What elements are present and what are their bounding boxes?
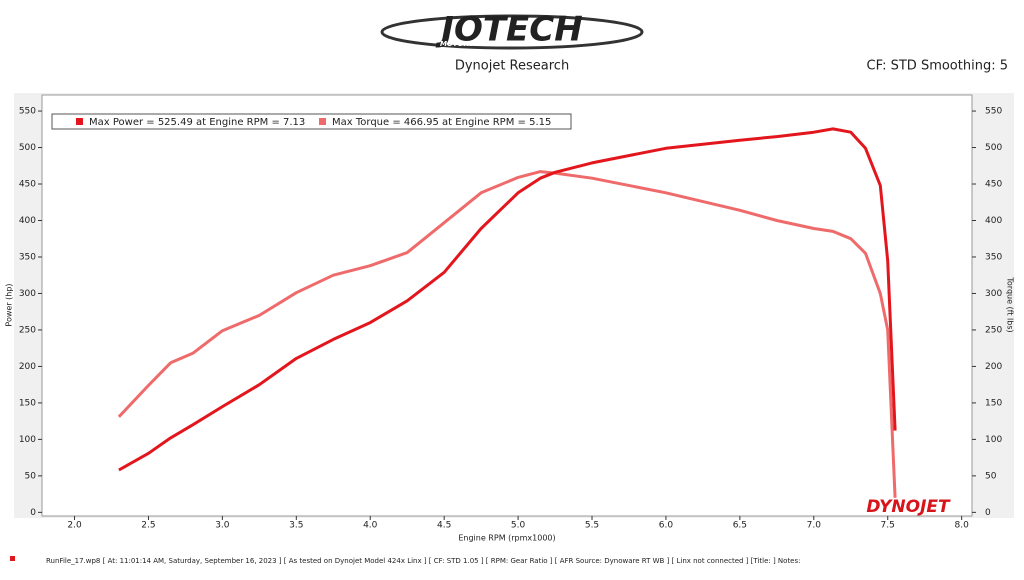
legend-label: Max Power = 525.49 at Engine RPM = 7.13 [89,117,305,128]
legend-swatch [76,118,83,125]
y-tick-label: 300 [19,289,36,299]
x-tick-label: 7.5 [881,521,895,531]
y2-tick-label: 350 [985,252,1002,262]
y2-tick-label: 550 [985,107,1002,117]
x-tick-label: 5.5 [585,521,599,531]
y2-tick-label: 300 [985,289,1002,299]
footer-marker [10,556,15,561]
y-tick-label: 50 [25,471,37,481]
x-tick-label: 4.5 [437,521,451,531]
x-tick-label: 6.5 [733,521,747,531]
y-axis-title: Power (hp) [5,283,14,326]
y-tick-label: 350 [19,252,36,262]
y-tick-label: 500 [19,143,36,153]
x-tick-label: 6.0 [659,521,674,531]
series-line [118,127,897,472]
y2-tick-label: 150 [985,398,1002,408]
y2-tick-label: 500 [985,143,1002,153]
x-tick-label: 8.0 [954,521,969,531]
y-tick-label: 550 [19,107,36,117]
legend-swatch [319,118,326,125]
logo-swoosh [380,14,644,50]
legend-label: Max Torque = 466.95 at Engine RPM = 5.15 [332,117,551,128]
y-tick-label: 150 [19,398,36,408]
y-tick-label: 100 [19,435,36,445]
y-tick-label: 250 [19,325,36,335]
x-tick-label: 5.0 [511,521,526,531]
logo-sub: MOTORSPORTS [440,40,500,48]
subtitle: Dynojet Research [455,59,569,74]
legend: Max Power = 525.49 at Engine RPM = 7.13 M… [51,113,572,130]
y2-tick-label: 250 [985,325,1002,335]
y2-tick-label: 450 [985,180,1002,190]
x-axis-title: Engine RPM (rpmx1000) [458,534,555,543]
y-tick-label: 400 [19,216,36,226]
y-tick-label: 200 [19,362,36,372]
y-tick-label: 450 [19,180,36,190]
y2-tick-label: 200 [985,362,1002,372]
series-line [117,170,897,498]
footer: RunFile_17.wp8 [ At: 11:01:14 AM, Saturd… [46,557,801,565]
x-tick-label: 2.0 [67,521,82,531]
y2-tick-label: 400 [985,216,1002,226]
y2-tick-label: 100 [985,435,1002,445]
y2-tick-label: 50 [985,471,997,481]
y2-axis-title: Torque (ft lbs) [1006,276,1015,332]
x-tick-label: 7.0 [807,521,822,531]
plot-area [41,94,973,517]
x-tick-label: 2.5 [141,521,155,531]
logo: JOTECH [435,10,582,50]
legend-box [51,113,572,130]
x-tick-label: 3.0 [215,521,230,531]
y2-tick-label: 0 [985,508,991,518]
brand-logo: DYNOJET [866,497,951,517]
settings: CF: STD Smoothing: 5 [867,59,1008,74]
y-tick-label: 0 [30,508,36,518]
x-tick-label: 4.0 [363,521,378,531]
x-tick-label: 3.5 [289,521,303,531]
